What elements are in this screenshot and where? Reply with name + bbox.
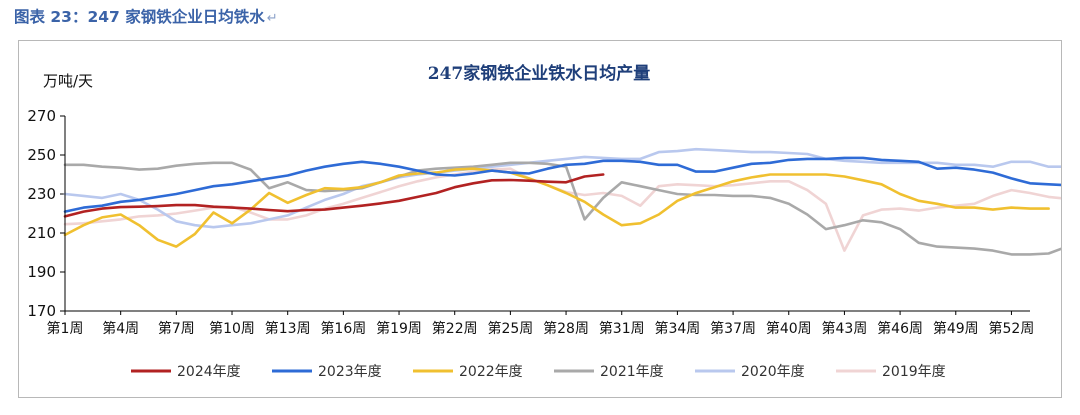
x-tick-label: 第31周 <box>599 320 645 337</box>
figure-caption-text: 图表 23：247 家钢铁企业日均铁水 <box>14 8 265 26</box>
y-tick-label: 250 <box>27 146 56 164</box>
series-line-2024年度 <box>63 173 605 218</box>
x-tick-label: 第46周 <box>877 320 923 337</box>
line-chart: 247家钢铁企业铁水日均产量 万吨/天 170 190 210 230 250 270 第… <box>27 63 1061 380</box>
series-line-2023年度 <box>63 156 1061 213</box>
y-axis-unit-label: 万吨/天 <box>43 72 93 90</box>
x-tick-label: 第22周 <box>432 320 478 337</box>
legend: 2024年度 2023年度 2022年度 2021年度 2020年度 2019年度 <box>131 364 946 380</box>
x-tick-label: 第13周 <box>265 320 311 337</box>
y-tick-label: 190 <box>27 263 56 281</box>
series-line-2021年度 <box>63 161 1061 256</box>
x-tick-label: 第34周 <box>654 320 700 337</box>
series-line-2022年度 <box>63 167 1050 248</box>
chart-title: 247家钢铁企业铁水日均产量 <box>428 63 651 84</box>
paragraph-mark-icon: ↵ <box>266 11 278 26</box>
x-tick-label: 第28周 <box>543 320 589 337</box>
legend-label: 2020年度 <box>741 364 805 380</box>
chart-frame: 247家钢铁企业铁水日均产量 万吨/天 170 190 210 230 250 270 第… <box>18 40 1062 398</box>
x-tick-label: 第10周 <box>209 320 255 337</box>
y-tick-label: 170 <box>27 302 56 320</box>
legend-label: 2021年度 <box>600 364 664 380</box>
y-tick-label: 230 <box>27 185 56 203</box>
legend-label: 2022年度 <box>459 364 523 380</box>
x-tick-label: 第19周 <box>376 320 422 337</box>
x-tick-label: 第25周 <box>487 320 533 337</box>
y-tick-label: 270 <box>27 107 56 125</box>
x-tick-label: 第49周 <box>933 320 979 337</box>
figure-caption: 图表 23：247 家钢铁企业日均铁水 ↵ <box>14 5 278 27</box>
x-tick-label: 第37周 <box>710 320 756 337</box>
x-tick-label: 第1周 <box>47 320 84 337</box>
x-tick-label: 第7周 <box>158 320 195 337</box>
x-tick-label: 第52周 <box>989 320 1035 337</box>
legend-label: 2024年度 <box>177 364 241 380</box>
legend-label: 2023年度 <box>318 364 382 380</box>
legend-label: 2019年度 <box>882 364 946 380</box>
x-tick-label: 第40周 <box>766 320 812 337</box>
x-tick-label: 第16周 <box>320 320 366 337</box>
y-tick-label: 210 <box>27 224 56 242</box>
x-tick-label: 第4周 <box>102 320 139 337</box>
x-axis-ticks: 第1周 第4周 第7周 第10周 第13周 第16周 第19周 第22周 第25周 第28周 第31… <box>47 311 1035 337</box>
x-tick-label: 第43周 <box>822 320 868 337</box>
series-lines <box>63 147 1061 256</box>
y-axis-ticks: 170 190 210 230 250 270 <box>27 107 65 320</box>
